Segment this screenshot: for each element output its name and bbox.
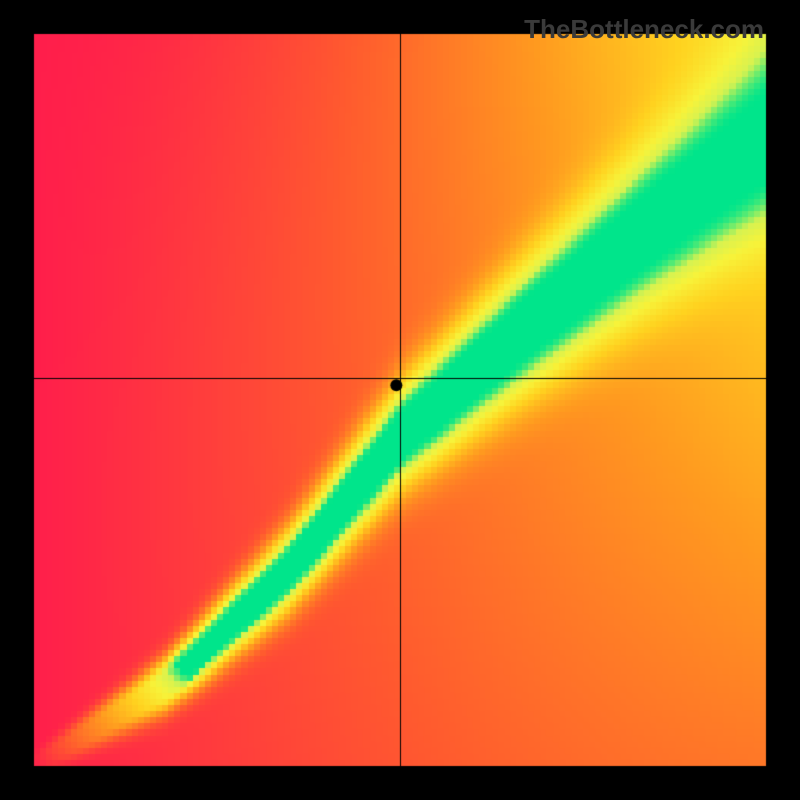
watermark-text: TheBottleneck.com: [524, 14, 764, 45]
heatmap-canvas: [0, 0, 800, 800]
chart-container: TheBottleneck.com: [0, 0, 800, 800]
